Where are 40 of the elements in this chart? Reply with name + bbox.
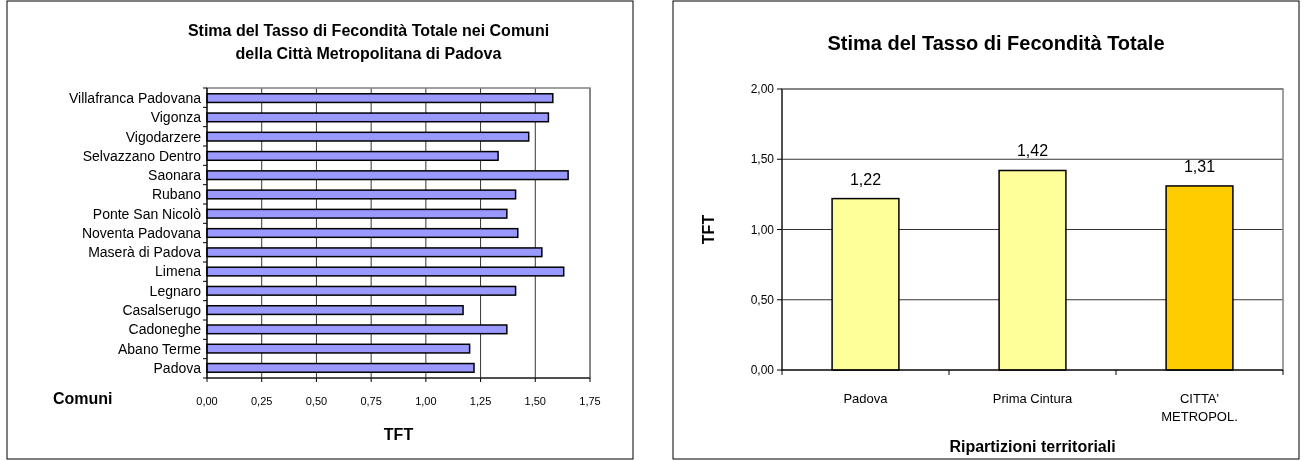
y-tick-label: Legnaro <box>149 282 202 299</box>
x-tick-label: 0,75 <box>360 395 382 407</box>
x-tick-label: 0,25 <box>251 395 273 407</box>
y-tick-label: 0,50 <box>750 292 775 307</box>
y-tick-label: Noventa Padovana <box>81 224 202 241</box>
x-axis-title: TFT <box>383 426 414 443</box>
y-tick-label: Rubano <box>151 186 202 203</box>
x-tick-label: 0,50 <box>305 395 328 407</box>
x-tick-label: 1,25 <box>469 395 492 407</box>
y-tick-label: Abano Terme <box>117 340 202 357</box>
data-label: 1,31 <box>1183 157 1216 175</box>
y-tick-label: 2,00 <box>750 82 775 97</box>
y-tick-label: Vigodarzere <box>125 128 202 145</box>
x-tick-label: Prima Cintura <box>992 391 1073 406</box>
y-tick-label: Casalserugo <box>122 301 202 318</box>
y-tick-label: Limena <box>155 263 202 280</box>
y-tick-label: Selvazzano Dentro <box>82 147 202 164</box>
x-tick-label: 1,75 <box>579 395 601 407</box>
y-axis-title: TFT <box>700 214 717 245</box>
y-tick-label: Maserà di Padova <box>88 244 202 261</box>
x-tick-label: 1,50 <box>524 395 546 407</box>
y-tick-label: Cadoneghe <box>128 321 202 338</box>
y-tick-label: 1,50 <box>750 152 775 167</box>
y-tick-label: Ponte San Nicolò <box>92 205 202 222</box>
y-tick-label: Vigonza <box>150 109 202 126</box>
y-tick-label: Saonara <box>148 167 202 184</box>
y-tick-label: Villafranca Padovana <box>68 90 202 107</box>
y-tick-label: Padova <box>153 359 202 376</box>
chart-title: Stima del Tasso di Fecondità Totale <box>827 32 1165 54</box>
data-label: 1,42 <box>1016 142 1049 160</box>
x-tick-label: 0,00 <box>196 395 218 407</box>
x-axis-title: Ripartizioni territoriali <box>949 438 1116 455</box>
y-tick-label: 1,00 <box>750 222 775 237</box>
chart-title: Stima del Tasso di Fecondità Totale nei Comuni della Città Metropolitana di Padova <box>187 22 550 62</box>
x-tick-label: Padova <box>843 391 889 406</box>
y-tick-label: 0,00 <box>750 363 775 378</box>
data-label: 1,22 <box>849 170 882 188</box>
y-axis-title: Comuni <box>53 390 113 407</box>
x-tick-label: 1,00 <box>415 395 437 407</box>
x-tick-label: CITTA' METROPOL. <box>1161 391 1238 424</box>
